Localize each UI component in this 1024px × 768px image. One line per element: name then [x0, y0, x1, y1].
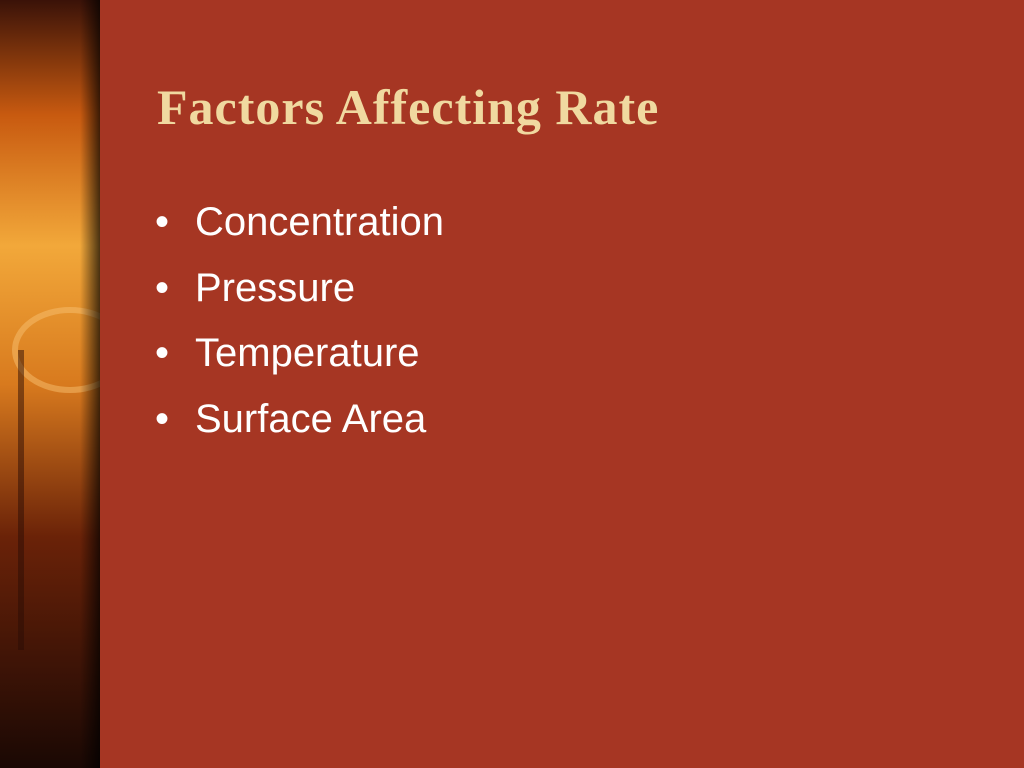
decorative-strip	[0, 0, 100, 768]
bullet-item: Pressure	[155, 263, 444, 329]
bullet-item: Concentration	[155, 197, 444, 263]
bullet-item: Surface Area	[155, 394, 444, 460]
bullet-list: Concentration Pressure Temperature Surfa…	[155, 197, 444, 459]
bullet-item: Temperature	[155, 328, 444, 394]
slide-title: Factors Affecting Rate	[157, 79, 660, 135]
